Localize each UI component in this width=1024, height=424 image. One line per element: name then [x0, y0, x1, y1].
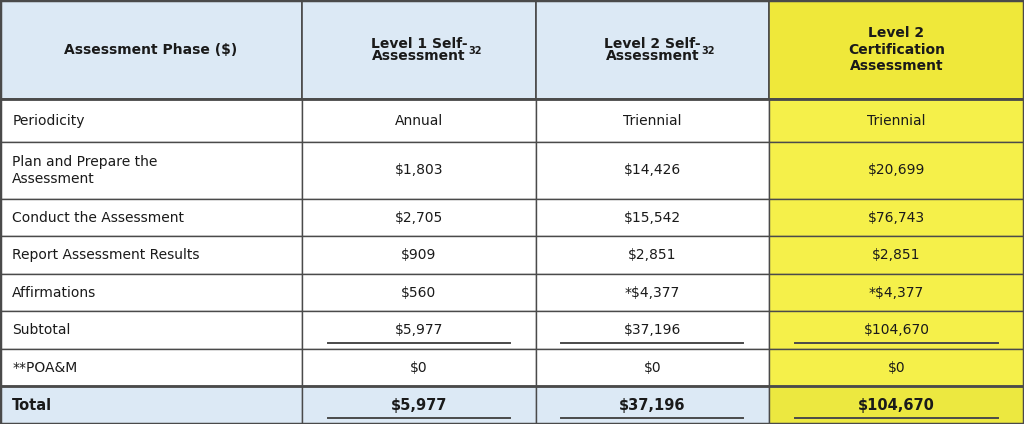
Text: 32: 32: [468, 45, 482, 56]
Text: $15,542: $15,542: [624, 211, 681, 225]
Text: $909: $909: [401, 248, 436, 262]
Text: Level 2 Self-: Level 2 Self-: [604, 37, 700, 51]
Text: $2,851: $2,851: [628, 248, 677, 262]
Bar: [302, 0, 536, 99]
Bar: [769, 199, 1024, 236]
Bar: [0, 274, 302, 311]
Bar: [302, 349, 536, 386]
Text: **POA&M: **POA&M: [12, 361, 78, 375]
Bar: [769, 236, 1024, 274]
Bar: [302, 386, 536, 424]
Bar: [769, 142, 1024, 199]
Bar: [302, 199, 536, 236]
Text: $5,977: $5,977: [394, 323, 443, 337]
Text: $0: $0: [888, 361, 905, 375]
Text: Conduct the Assessment: Conduct the Assessment: [12, 211, 184, 225]
Bar: [769, 0, 1024, 99]
Bar: [769, 274, 1024, 311]
Bar: [769, 386, 1024, 424]
Bar: [536, 99, 769, 142]
Text: 32: 32: [701, 45, 716, 56]
Bar: [536, 386, 769, 424]
Bar: [0, 199, 302, 236]
Bar: [536, 311, 769, 349]
Text: $37,196: $37,196: [620, 398, 685, 413]
Text: $5,977: $5,977: [390, 398, 447, 413]
Bar: [769, 311, 1024, 349]
Text: Level 2
Certification
Assessment: Level 2 Certification Assessment: [848, 26, 945, 73]
Bar: [536, 349, 769, 386]
Text: Assessment: Assessment: [372, 49, 466, 63]
Text: $0: $0: [410, 361, 428, 375]
Bar: [769, 99, 1024, 142]
Bar: [302, 99, 536, 142]
Bar: [0, 0, 302, 99]
Bar: [0, 142, 302, 199]
Text: $1,803: $1,803: [394, 163, 443, 177]
Text: Total: Total: [12, 398, 52, 413]
Bar: [536, 0, 769, 99]
Text: *$4,377: *$4,377: [625, 286, 680, 300]
Bar: [0, 236, 302, 274]
Text: Report Assessment Results: Report Assessment Results: [12, 248, 200, 262]
Bar: [302, 142, 536, 199]
Bar: [0, 386, 302, 424]
Text: $20,699: $20,699: [867, 163, 926, 177]
Bar: [536, 274, 769, 311]
Bar: [0, 349, 302, 386]
Bar: [769, 349, 1024, 386]
Bar: [536, 236, 769, 274]
Text: $560: $560: [401, 286, 436, 300]
Text: Annual: Annual: [394, 114, 443, 128]
Text: Level 1 Self-: Level 1 Self-: [371, 37, 467, 51]
Text: Triennial: Triennial: [623, 114, 682, 128]
Bar: [536, 199, 769, 236]
Text: Assessment: Assessment: [605, 49, 699, 63]
Text: *$4,377: *$4,377: [869, 286, 924, 300]
Bar: [536, 142, 769, 199]
Text: $2,851: $2,851: [872, 248, 921, 262]
Text: Triennial: Triennial: [867, 114, 926, 128]
Text: Assessment Phase ($): Assessment Phase ($): [65, 43, 238, 57]
Bar: [302, 274, 536, 311]
Bar: [302, 236, 536, 274]
Text: $104,670: $104,670: [863, 323, 930, 337]
Text: $76,743: $76,743: [868, 211, 925, 225]
Bar: [0, 99, 302, 142]
Bar: [302, 311, 536, 349]
Bar: [0, 311, 302, 349]
Text: Subtotal: Subtotal: [12, 323, 71, 337]
Text: Plan and Prepare the
Assessment: Plan and Prepare the Assessment: [12, 155, 158, 186]
Text: $104,670: $104,670: [858, 398, 935, 413]
Text: $0: $0: [643, 361, 662, 375]
Text: Affirmations: Affirmations: [12, 286, 96, 300]
Text: $14,426: $14,426: [624, 163, 681, 177]
Text: $37,196: $37,196: [624, 323, 681, 337]
Text: $2,705: $2,705: [394, 211, 443, 225]
Text: Periodicity: Periodicity: [12, 114, 85, 128]
